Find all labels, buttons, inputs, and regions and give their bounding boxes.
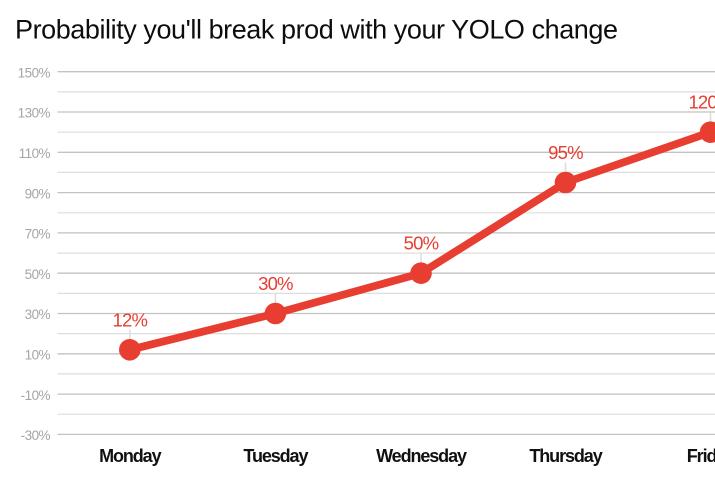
svg-text:Tuesday: Tuesday [243, 446, 308, 466]
svg-text:120%: 120% [688, 92, 715, 113]
svg-text:70%: 70% [25, 227, 51, 242]
svg-text:Monday: Monday [99, 446, 161, 466]
svg-text:10%: 10% [25, 348, 51, 363]
svg-text:-30%: -30% [21, 428, 51, 443]
svg-text:Thursday: Thursday [529, 446, 602, 466]
svg-text:150%: 150% [18, 65, 51, 80]
svg-text:Friday: Friday [687, 446, 715, 466]
svg-text:110%: 110% [19, 146, 51, 161]
svg-text:12%: 12% [112, 309, 147, 330]
svg-text:-10%: -10% [21, 388, 51, 403]
svg-text:30%: 30% [25, 307, 51, 322]
svg-text:90%: 90% [25, 186, 51, 201]
svg-text:130%: 130% [18, 106, 51, 121]
svg-text:50%: 50% [25, 267, 51, 282]
svg-text:Probability you'll break prod: Probability you'll break prod with your … [15, 14, 618, 44]
svg-text:50%: 50% [404, 233, 439, 254]
svg-text:95%: 95% [548, 142, 583, 163]
svg-text:Wednesday: Wednesday [376, 446, 467, 466]
svg-text:30%: 30% [258, 273, 293, 294]
